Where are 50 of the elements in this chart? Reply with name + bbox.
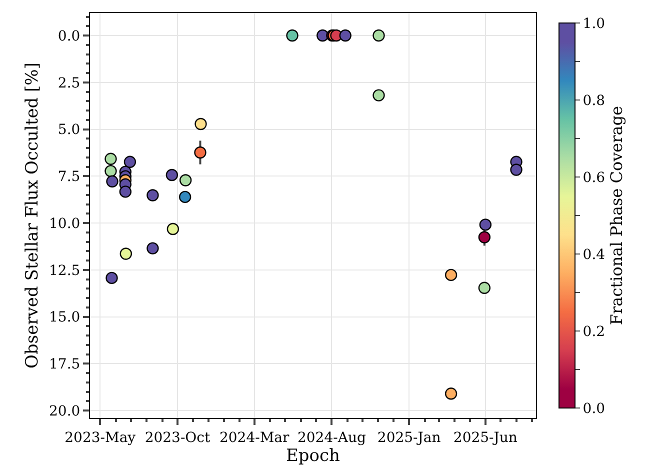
point	[178, 190, 192, 204]
point	[444, 268, 458, 282]
color-bar-title: Fractional Phase Coverage	[607, 106, 626, 326]
point	[166, 168, 178, 182]
y-tick-label: 2.5	[58, 75, 80, 92]
point	[179, 174, 192, 186]
x-axis-title: Epoch	[286, 446, 340, 466]
x-tick-label: 2025-Jan	[377, 430, 441, 446]
color-bar-label: 0.6	[582, 170, 606, 186]
color-bar-label: 0.0	[582, 400, 606, 417]
point	[104, 152, 117, 165]
color-bar-label: 1.0	[582, 16, 606, 32]
y-tick-label: 5.0	[58, 122, 80, 138]
point	[194, 146, 206, 159]
point	[106, 272, 118, 284]
point	[316, 29, 329, 42]
y-tick-label: 17.5	[49, 356, 80, 373]
point	[478, 231, 491, 244]
point	[478, 282, 491, 294]
y-tick-label: 10.0	[49, 216, 80, 232]
x-tick-label: 2024-Mar	[219, 430, 290, 446]
y-tick-label: 20.0	[49, 403, 80, 420]
point	[120, 248, 132, 260]
point	[104, 164, 117, 178]
point	[372, 89, 385, 102]
point	[166, 222, 180, 236]
color-bar-label: 0.8	[582, 92, 606, 109]
point	[119, 186, 132, 198]
point	[106, 175, 118, 188]
point	[339, 29, 352, 42]
point	[286, 29, 298, 42]
point	[194, 118, 207, 130]
point	[146, 189, 159, 202]
x-tick-label: 2025-Jun	[453, 430, 518, 446]
y-tick-label: 15.0	[49, 310, 80, 326]
y-tick-label: 12.5	[49, 262, 80, 279]
y-axis-title: Observed Stellar Flux Occulted [%]	[22, 62, 43, 368]
point	[146, 242, 159, 254]
x-tick-label: 2024-Aug	[297, 430, 366, 446]
x-tick-label: 2023-Oct	[144, 430, 210, 446]
point	[510, 164, 522, 176]
point	[444, 388, 458, 400]
point	[479, 218, 492, 231]
x-tick-label: 2023-May	[64, 430, 136, 446]
point	[372, 29, 385, 42]
y-tick-label: 7.5	[58, 169, 80, 186]
point	[124, 156, 136, 168]
color-bar-label: 0.4	[582, 246, 606, 263]
y-tick-label: 0.0	[58, 28, 80, 44]
color-bar-label: 0.2	[582, 324, 606, 340]
